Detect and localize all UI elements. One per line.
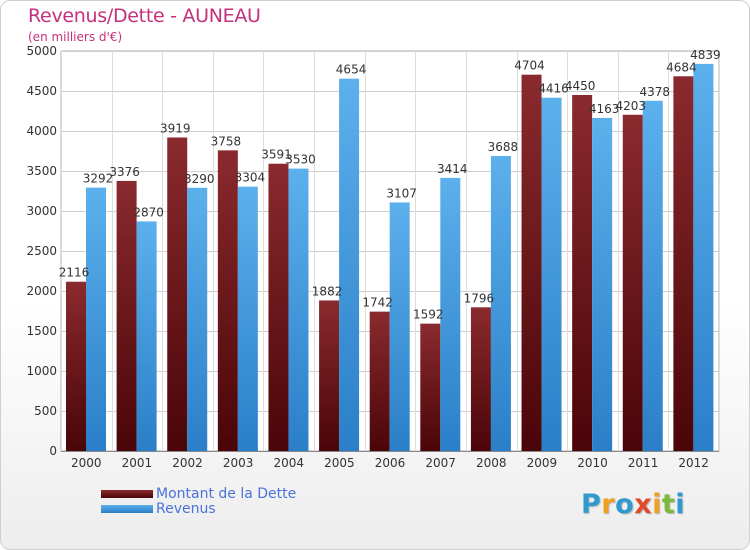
bar-dette <box>622 114 643 451</box>
logo-letter: o <box>615 489 635 520</box>
data-label-revenus: 3530 <box>285 153 316 167</box>
y-tick-label: 4500 <box>26 84 57 98</box>
bar-dette <box>167 137 188 452</box>
data-label-dette: 3758 <box>211 134 242 148</box>
data-label-revenus: 2870 <box>133 205 164 219</box>
data-label-revenus: 3304 <box>235 171 266 185</box>
logo-letter: r <box>601 489 616 520</box>
data-label-revenus: 4654 <box>336 63 367 77</box>
data-label-revenus: 3292 <box>83 172 114 186</box>
bar-dette <box>521 74 542 452</box>
data-label-dette: 3591 <box>261 148 292 162</box>
x-tick-label: 2011 <box>628 456 659 470</box>
bar-revenus <box>693 63 714 451</box>
y-tick-label: 2500 <box>26 244 57 258</box>
bar-revenus <box>541 97 562 451</box>
data-label-dette: 4203 <box>615 99 646 113</box>
data-label-revenus: 3688 <box>488 140 519 154</box>
data-label-revenus: 3414 <box>437 162 468 176</box>
data-label-revenus: 4839 <box>690 48 721 62</box>
bar-dette <box>66 281 86 451</box>
bar-revenus <box>136 221 157 451</box>
chart-title: Revenus/Dette - AUNEAU <box>28 5 261 27</box>
x-tick-label: 2010 <box>577 456 608 470</box>
logo-letter: i <box>675 489 686 520</box>
x-tick-label: 2009 <box>527 456 558 470</box>
data-label-revenus: 4416 <box>538 82 569 96</box>
bar-revenus <box>592 117 613 452</box>
bar-revenus <box>490 155 511 451</box>
legend-swatch-revenus <box>101 505 153 513</box>
bar-dette <box>420 323 441 451</box>
x-tick-label: 2000 <box>71 456 102 470</box>
x-tick-label: 2003 <box>223 456 254 470</box>
y-tick-label: 1000 <box>26 364 57 378</box>
data-label-dette: 4450 <box>565 79 596 93</box>
bar-revenus <box>288 168 309 451</box>
legend-label-dette: Montant de la Dette <box>156 486 297 502</box>
data-label-dette: 4704 <box>514 59 545 73</box>
bar-dette <box>470 307 491 451</box>
y-tick-label: 5000 <box>26 44 57 58</box>
bar-dette <box>116 180 137 452</box>
data-label-dette: 3919 <box>160 121 191 135</box>
y-tick-label: 1500 <box>26 324 57 338</box>
y-tick-label: 3500 <box>26 164 57 178</box>
x-tick-label: 2001 <box>122 456 153 470</box>
x-tick-label: 2006 <box>375 456 406 470</box>
logo-letter: i <box>652 489 662 520</box>
bar-revenus <box>86 187 106 451</box>
logo-letter: t <box>661 489 676 520</box>
y-tick-label: 4000 <box>26 124 57 138</box>
bar-dette <box>319 300 340 451</box>
x-tick-label: 2004 <box>273 456 304 470</box>
legend-label-revenus: Revenus <box>156 501 216 517</box>
x-tick-label: 2007 <box>425 456 456 470</box>
bar-dette <box>572 95 593 451</box>
data-label-dette: 1592 <box>413 308 444 322</box>
bar-revenus <box>339 78 360 452</box>
y-tick-label: 500 <box>34 404 57 418</box>
bar-revenus <box>440 177 461 451</box>
bar-revenus <box>389 202 410 451</box>
bar-dette <box>268 163 289 451</box>
bar-dette <box>369 311 390 451</box>
data-label-revenus: 3107 <box>386 186 417 200</box>
data-label-dette: 2116 <box>59 266 90 280</box>
x-tick-label: 2002 <box>172 456 203 470</box>
bar-dette <box>217 150 238 452</box>
bar-revenus <box>187 187 208 452</box>
data-label-dette: 1742 <box>362 296 393 310</box>
data-label-revenus: 4378 <box>639 85 670 99</box>
bar-revenus <box>642 100 663 451</box>
proxiti-logo: Proxiti <box>581 489 685 520</box>
data-label-revenus: 4163 <box>589 102 620 116</box>
data-label-dette: 1796 <box>464 291 495 305</box>
bar-revenus <box>237 186 258 451</box>
logo-letter: P <box>581 489 602 520</box>
logo-letter: x <box>634 489 653 520</box>
y-tick-label: 0 <box>49 444 57 458</box>
x-tick-label: 2005 <box>324 456 355 470</box>
data-label-revenus: 3290 <box>184 172 215 186</box>
bar-dette <box>673 76 694 451</box>
chart-subtitle: (en milliers d'€) <box>28 30 123 44</box>
data-label-dette: 1882 <box>312 284 343 298</box>
data-label-dette: 3376 <box>109 165 140 179</box>
x-tick-label: 2008 <box>476 456 507 470</box>
data-label-dette: 4684 <box>666 60 697 74</box>
y-tick-label: 2000 <box>26 284 57 298</box>
x-tick-label: 2012 <box>678 456 709 470</box>
y-tick-label: 3000 <box>26 204 57 218</box>
legend-swatch-dette <box>101 490 153 498</box>
